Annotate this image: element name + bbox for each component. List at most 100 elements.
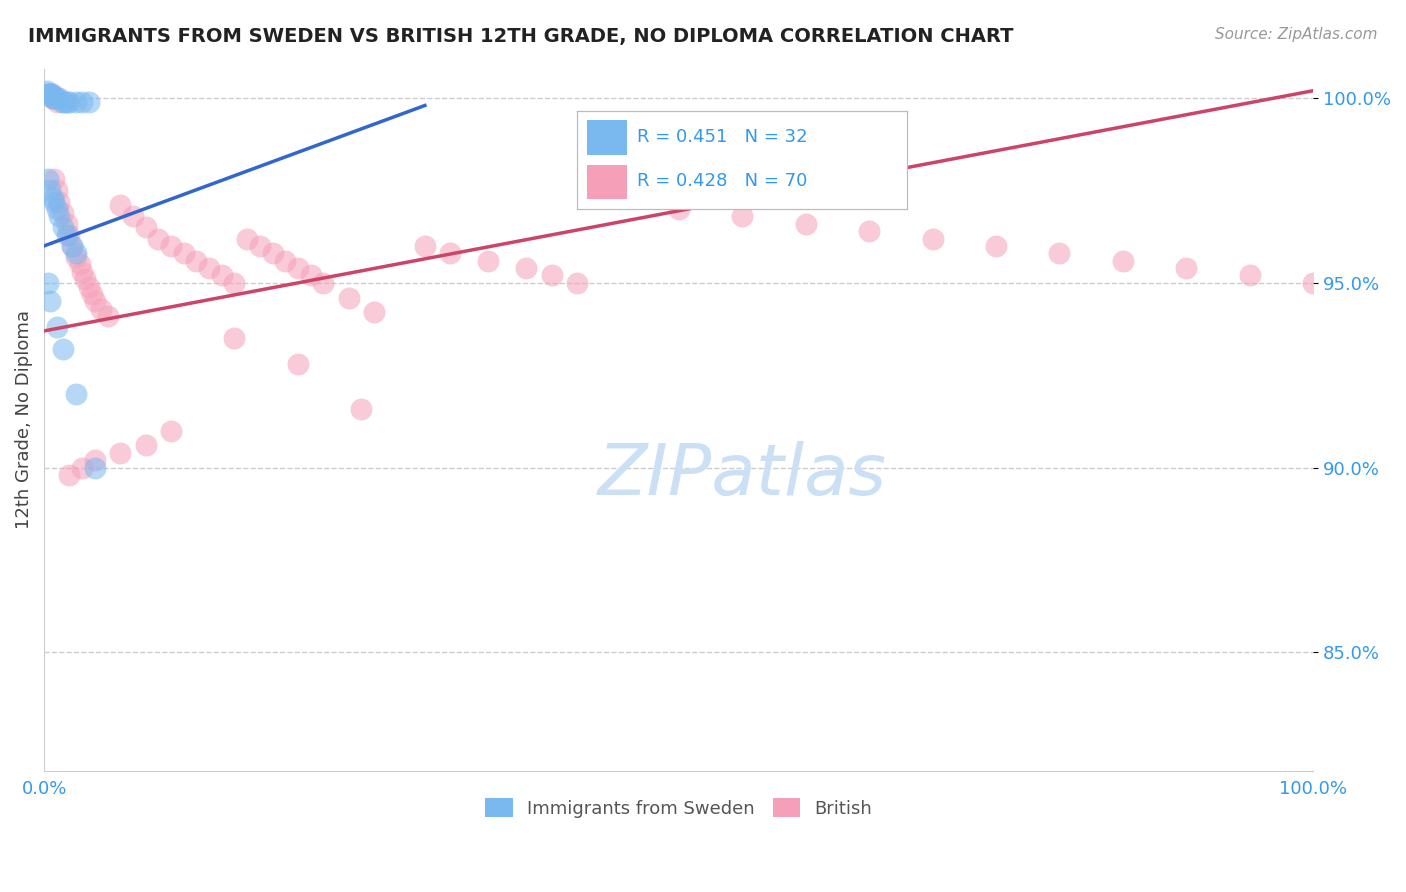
Point <box>70 265 93 279</box>
Point <box>48 91 70 105</box>
Point <box>41 87 63 102</box>
Point <box>39 87 62 102</box>
Text: IMMIGRANTS FROM SWEDEN VS BRITISH 12TH GRADE, NO DIPLOMA CORRELATION CHART: IMMIGRANTS FROM SWEDEN VS BRITISH 12TH G… <box>28 27 1014 45</box>
Point <box>77 279 100 293</box>
Point <box>48 210 70 224</box>
Point <box>39 87 62 102</box>
Text: Source: ZipAtlas.com: Source: ZipAtlas.com <box>1215 27 1378 42</box>
Point <box>262 246 284 260</box>
Point <box>186 253 208 268</box>
Point <box>52 343 75 357</box>
Point <box>73 272 96 286</box>
Point <box>515 261 537 276</box>
Point <box>173 246 195 260</box>
Point <box>984 239 1007 253</box>
Point <box>224 276 246 290</box>
Point <box>1239 268 1261 283</box>
Point <box>45 320 67 334</box>
Point <box>110 446 132 460</box>
Point <box>363 305 385 319</box>
Point <box>160 239 183 253</box>
Point <box>41 87 63 102</box>
Point <box>65 95 87 109</box>
Point <box>287 357 309 371</box>
Point <box>42 91 65 105</box>
Point <box>35 84 58 98</box>
Point <box>921 231 943 245</box>
Point <box>540 268 562 283</box>
Point <box>65 250 87 264</box>
Point <box>65 246 87 260</box>
Point <box>1049 246 1071 260</box>
Point <box>77 95 100 109</box>
Point <box>48 194 70 209</box>
Point <box>135 438 157 452</box>
Point <box>312 276 335 290</box>
Point <box>44 91 66 105</box>
Point <box>41 91 63 105</box>
Point <box>565 276 588 290</box>
Point <box>299 268 322 283</box>
Point <box>37 87 59 102</box>
Point <box>58 227 80 242</box>
Point <box>90 301 112 316</box>
Point <box>82 287 104 301</box>
Point <box>56 95 79 109</box>
Point <box>148 231 170 245</box>
Point <box>37 172 59 186</box>
Point <box>83 453 105 467</box>
Point <box>1175 261 1198 276</box>
Point <box>52 205 75 219</box>
Point <box>122 210 145 224</box>
Point <box>211 268 233 283</box>
Point <box>477 253 499 268</box>
Point <box>1302 276 1324 290</box>
Point <box>39 294 62 309</box>
Point <box>135 220 157 235</box>
Point <box>56 217 79 231</box>
Point <box>110 198 132 212</box>
Point <box>70 460 93 475</box>
Point <box>69 257 91 271</box>
Point <box>44 172 66 186</box>
Point <box>42 191 65 205</box>
Point <box>52 220 75 235</box>
Point <box>65 386 87 401</box>
Point <box>56 227 79 242</box>
Point <box>274 253 297 268</box>
Point <box>58 95 80 109</box>
Point <box>668 202 690 216</box>
Point <box>249 239 271 253</box>
Legend: Immigrants from Sweden, British: Immigrants from Sweden, British <box>478 791 879 825</box>
Point <box>45 91 67 105</box>
Point <box>83 294 105 309</box>
Point <box>350 401 373 416</box>
Point <box>731 210 754 224</box>
Point <box>439 246 461 260</box>
Point <box>38 87 60 102</box>
Point <box>83 460 105 475</box>
Y-axis label: 12th Grade, No Diploma: 12th Grade, No Diploma <box>15 310 32 529</box>
Point <box>58 468 80 483</box>
Point <box>337 291 360 305</box>
Point <box>45 202 67 216</box>
Point <box>794 217 817 231</box>
Point <box>44 91 66 105</box>
Point <box>413 239 436 253</box>
Point <box>1112 253 1135 268</box>
Point <box>45 184 67 198</box>
Point <box>198 261 221 276</box>
Point <box>51 95 73 109</box>
Point <box>60 239 83 253</box>
Point <box>45 95 67 109</box>
Point <box>236 231 259 245</box>
Point <box>53 95 76 109</box>
Point <box>97 309 120 323</box>
Point <box>39 184 62 198</box>
Point <box>287 261 309 276</box>
Point <box>44 91 66 105</box>
Point <box>160 424 183 438</box>
Point <box>44 194 66 209</box>
Point <box>70 95 93 109</box>
Point <box>60 239 83 253</box>
